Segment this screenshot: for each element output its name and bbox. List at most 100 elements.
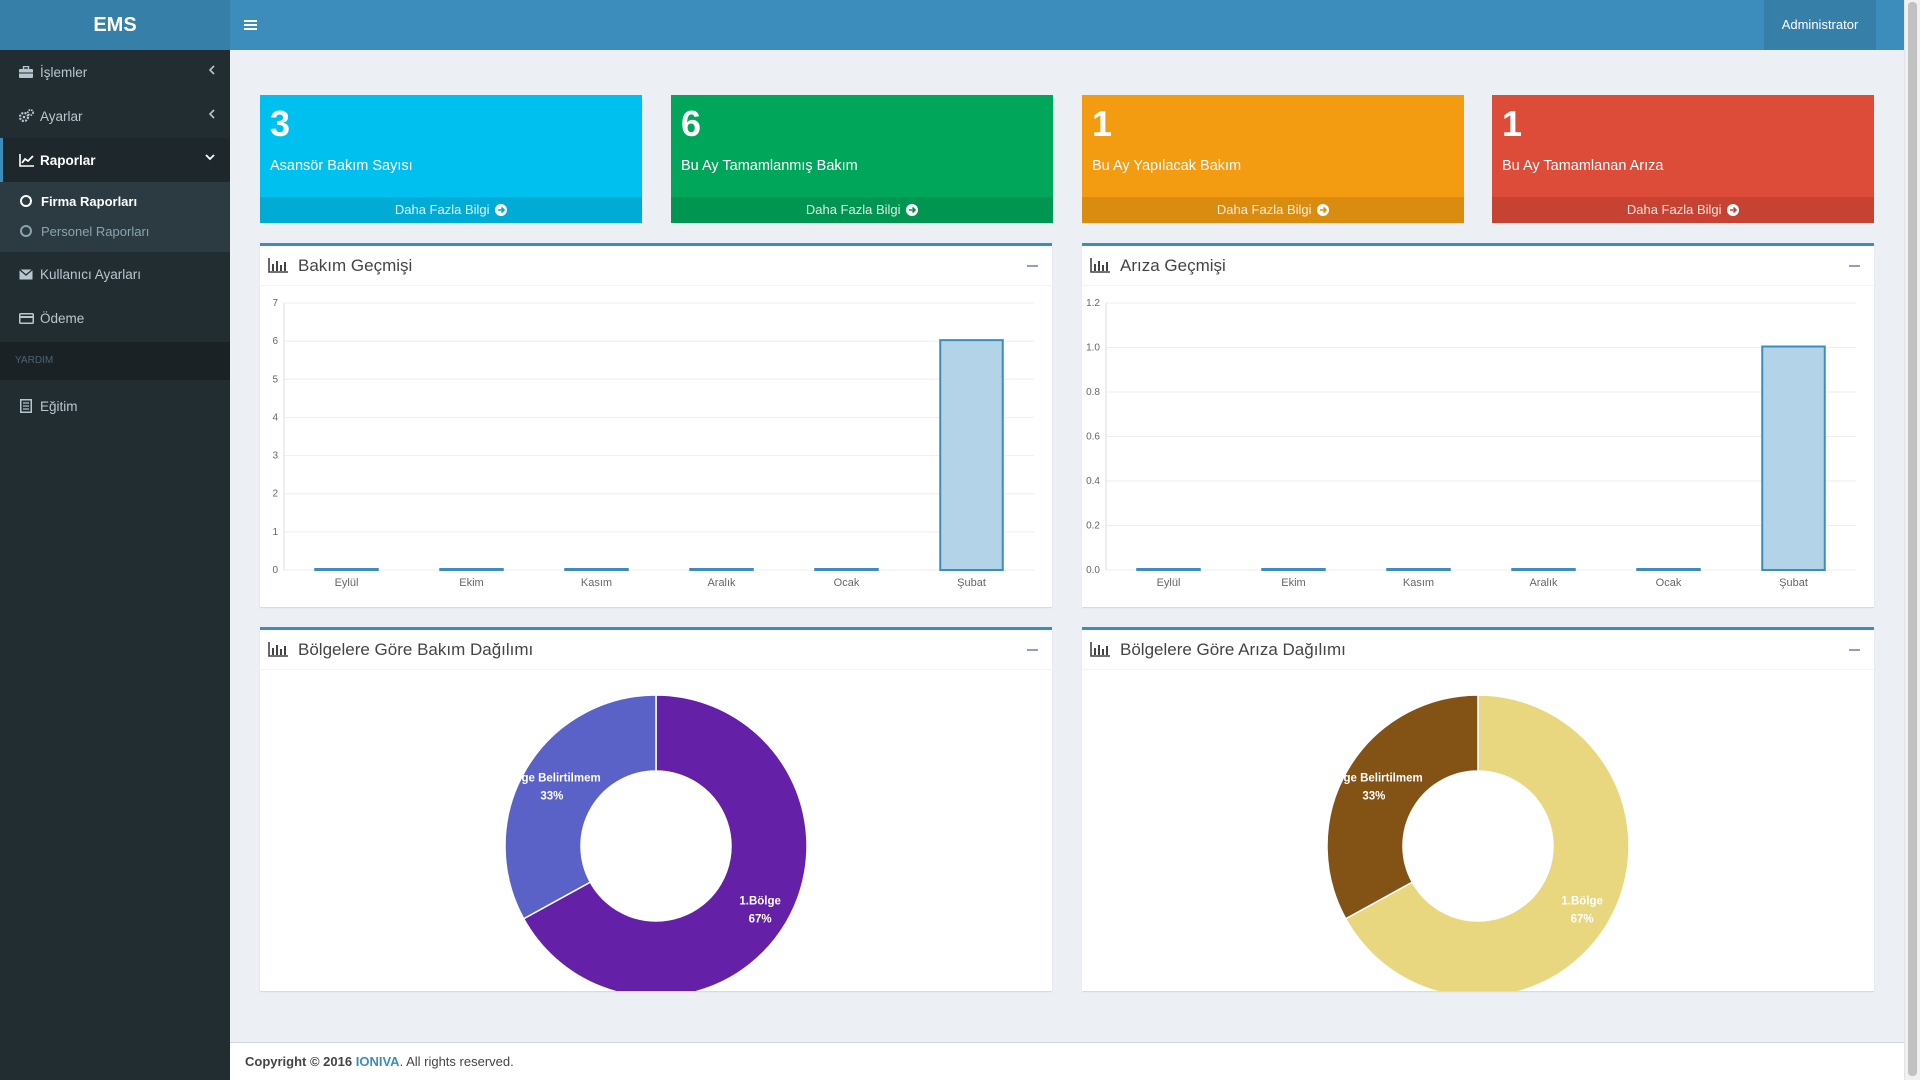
- bar-chart-icon: [1090, 642, 1110, 657]
- sidebar-subitem-firma-raporlari[interactable]: Firma Raporları: [0, 186, 230, 216]
- more-info-link[interactable]: Daha Fazla Bilgi: [1492, 197, 1874, 223]
- panel-bakim-gecmisi: Bakım Geçmişi 0 1 2 3 4 5 6 7 Eylül Ekim Kasım Aral…: [260, 243, 1052, 607]
- sidebar-item-label: Kullanıcı Ayarları: [40, 266, 142, 282]
- info-box-asansor-bakim: 3 Asansör Bakım Sayısı Daha Fazla Bilgi: [260, 95, 642, 223]
- more-info-link[interactable]: Daha Fazla Bilgi: [1082, 197, 1464, 223]
- info-box-tamamlanan-ariza: 1 Bu Ay Tamamlanan Arıza Daha Fazla Bilg…: [1492, 95, 1874, 223]
- y-tick-label: 0.0: [1086, 565, 1100, 576]
- user-menu[interactable]: Administrator: [1764, 0, 1876, 50]
- app-logo[interactable]: EMS: [0, 0, 230, 50]
- sidebar-item-ayarlar[interactable]: Ayarlar: [0, 94, 230, 138]
- bar: [1136, 568, 1201, 571]
- arrow-circle-right-icon: [1727, 204, 1740, 216]
- sidebar-item-label: Ayarlar: [40, 108, 83, 124]
- more-info-link[interactable]: Daha Fazla Bilgi: [671, 197, 1053, 223]
- collapse-button[interactable]: [1849, 649, 1860, 651]
- gears-icon: [18, 108, 34, 124]
- info-box-value: 3: [270, 103, 291, 144]
- slice-label: 1.Bölge: [1561, 896, 1603, 908]
- pie-slice: [1344, 694, 1630, 991]
- arrow-circle-right-icon: [906, 204, 919, 216]
- copyright-text: Copyright © 2016: [245, 1054, 353, 1069]
- book-icon: [18, 398, 34, 414]
- bakim-gecmisi-chart: 0 1 2 3 4 5 6 7 Eylül Ekim Kasım Aralık Ocak Şubat: [272, 298, 1034, 589]
- y-tick-label: 0.6: [1086, 432, 1100, 443]
- slice-percent-label: 67%: [749, 914, 772, 926]
- y-tick-label: 1.2: [1086, 298, 1100, 309]
- more-info-label: Daha Fazla Bilgi: [805, 202, 901, 217]
- sidebar-item-label: Eğitim: [40, 398, 78, 414]
- bar: [314, 568, 379, 571]
- brand-link[interactable]: IONIVA: [355, 1054, 400, 1069]
- y-tick-label: 6: [272, 336, 278, 347]
- y-tick-label: 0.2: [1086, 521, 1100, 532]
- x-tick-label: Ocak: [834, 577, 860, 589]
- sidebar-item-label: İşlemler: [40, 64, 88, 80]
- hamburger-icon: [244, 20, 257, 30]
- bar: [689, 568, 754, 571]
- y-tick-label: 2: [272, 489, 278, 500]
- y-tick-label: 3: [272, 451, 278, 462]
- y-tick-label: 4: [272, 412, 278, 423]
- envelope-icon: [18, 266, 34, 282]
- sidebar-item-kullanici-ayarlari[interactable]: Kullanıcı Ayarları: [0, 252, 230, 296]
- slice-label: Bölge Belirtilmem: [503, 772, 601, 784]
- bar-chart-icon: [1090, 258, 1110, 273]
- x-tick-label: Kasım: [1403, 577, 1434, 589]
- scrollbar-thumb[interactable]: [1908, 2, 1917, 1076]
- footer: Copyright © 2016 IONIVA. All rights rese…: [230, 1042, 1904, 1080]
- info-box-label: Bu Ay Yapılacak Bakım: [1092, 158, 1242, 174]
- panel-title: Bölgelere Göre Bakım Dağılımı: [298, 640, 534, 659]
- vertical-scrollbar[interactable]: [1904, 0, 1920, 1080]
- more-info-label: Daha Fazla Bilgi: [1216, 202, 1312, 217]
- more-info-label: Daha Fazla Bilgi: [1626, 202, 1722, 217]
- line-chart-icon: [18, 152, 34, 168]
- sidebar-subitem-label: Personel Raporları: [41, 223, 150, 239]
- pie-slice: [504, 694, 657, 920]
- collapse-button[interactable]: [1027, 649, 1038, 651]
- chevron-left-icon: [208, 65, 215, 75]
- ariza-dagilimi-chart: 1.Bölge 67% Bölge Belirtilmem 33%: [1325, 694, 1630, 991]
- sidebar-item-raporlar[interactable]: Raporlar: [0, 138, 230, 182]
- sidebar-subitem-label: Firma Raporları: [41, 193, 138, 209]
- y-tick-label: 5: [272, 374, 278, 385]
- x-tick-label: Aralık: [1529, 577, 1558, 589]
- sidebar-item-label: Ödeme: [40, 310, 85, 326]
- panel-header: Arıza Geçmişi: [1082, 246, 1874, 286]
- chevron-down-icon: [205, 154, 215, 161]
- sidebar-item-egitim[interactable]: Eğitim: [0, 384, 230, 428]
- bakim-dagilimi-chart: 1.Bölge 67% Bölge Belirtilmem 33%: [503, 694, 808, 991]
- x-tick-label: Ekim: [459, 577, 483, 589]
- x-tick-label: Şubat: [957, 577, 986, 589]
- panel-bakim-dagilimi: Bölgelere Göre Bakım Dağılımı 1.Bölge 67%…: [260, 627, 1052, 991]
- info-box-value: 6: [681, 103, 702, 144]
- more-info-link[interactable]: Daha Fazla Bilgi: [260, 197, 642, 223]
- x-tick-label: Ekim: [1281, 577, 1305, 589]
- info-box-label: Bu Ay Tamamlanmış Bakım: [681, 158, 858, 174]
- collapse-button[interactable]: [1849, 265, 1860, 267]
- slice-percent-label: 33%: [1362, 790, 1385, 802]
- bar: [1636, 568, 1701, 571]
- y-tick-label: 0.8: [1086, 387, 1100, 398]
- collapse-button[interactable]: [1027, 265, 1038, 267]
- circle-icon: [20, 225, 32, 237]
- circle-icon: [20, 195, 32, 207]
- slice-label: 1.Bölge: [739, 896, 781, 908]
- bar: [1511, 568, 1576, 571]
- slice-percent-label: 33%: [540, 790, 563, 802]
- sidebar-item-islemler[interactable]: İşlemler: [0, 50, 230, 94]
- sidebar: İşlemler Ayarlar Raporlar Firma Raporlar…: [0, 50, 230, 1080]
- bar: [1261, 568, 1326, 571]
- x-tick-label: Eylül: [1157, 577, 1181, 589]
- panel-title: Bakım Geçmişi: [298, 256, 413, 275]
- sidebar-item-odeme[interactable]: Ödeme: [0, 296, 230, 340]
- info-box-yapilacak-bakim: 1 Bu Ay Yapılacak Bakım Daha Fazla Bilgi: [1082, 95, 1464, 223]
- info-box-value: 1: [1502, 103, 1523, 144]
- info-box-tamamlanmis-bakim: 6 Bu Ay Tamamlanmış Bakım Daha Fazla Bil…: [671, 95, 1053, 223]
- panel-ariza-gecmisi: Arıza Geçmişi 0.0 0.2 0.4 0.6 0.8 1.0 1.2 Eylül…: [1082, 243, 1874, 607]
- sidebar-subitem-personel-raporlari[interactable]: Personel Raporları: [0, 216, 230, 246]
- sidebar-toggle-button[interactable]: [230, 0, 272, 50]
- panel-ariza-dagilimi: Bölgelere Göre Arıza Dağılımı 1.Bölge 67%…: [1082, 627, 1874, 991]
- y-tick-label: 0: [272, 565, 278, 576]
- bar: [814, 568, 879, 571]
